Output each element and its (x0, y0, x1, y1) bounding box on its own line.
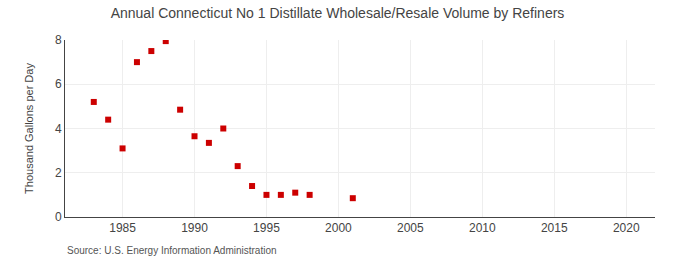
svg-text:2000: 2000 (325, 221, 352, 235)
svg-text:1990: 1990 (181, 221, 208, 235)
svg-text:1985: 1985 (109, 221, 136, 235)
svg-text:2005: 2005 (397, 221, 424, 235)
svg-text:2020: 2020 (613, 221, 640, 235)
svg-text:6: 6 (55, 77, 62, 91)
svg-text:4: 4 (55, 122, 62, 136)
svg-text:Thousand Gallons per Day: Thousand Gallons per Day (23, 63, 35, 194)
svg-text:Source: U.S. Energy Informatio: Source: U.S. Energy Information Administ… (67, 245, 277, 256)
svg-text:Annual Connecticut No 1 Distil: Annual Connecticut No 1 Distillate Whole… (111, 5, 565, 21)
svg-text:2015: 2015 (541, 221, 568, 235)
svg-text:1995: 1995 (253, 221, 280, 235)
svg-text:2: 2 (55, 166, 62, 180)
svg-text:0: 0 (55, 210, 62, 224)
svg-text:8: 8 (55, 33, 62, 47)
svg-text:2010: 2010 (469, 221, 496, 235)
